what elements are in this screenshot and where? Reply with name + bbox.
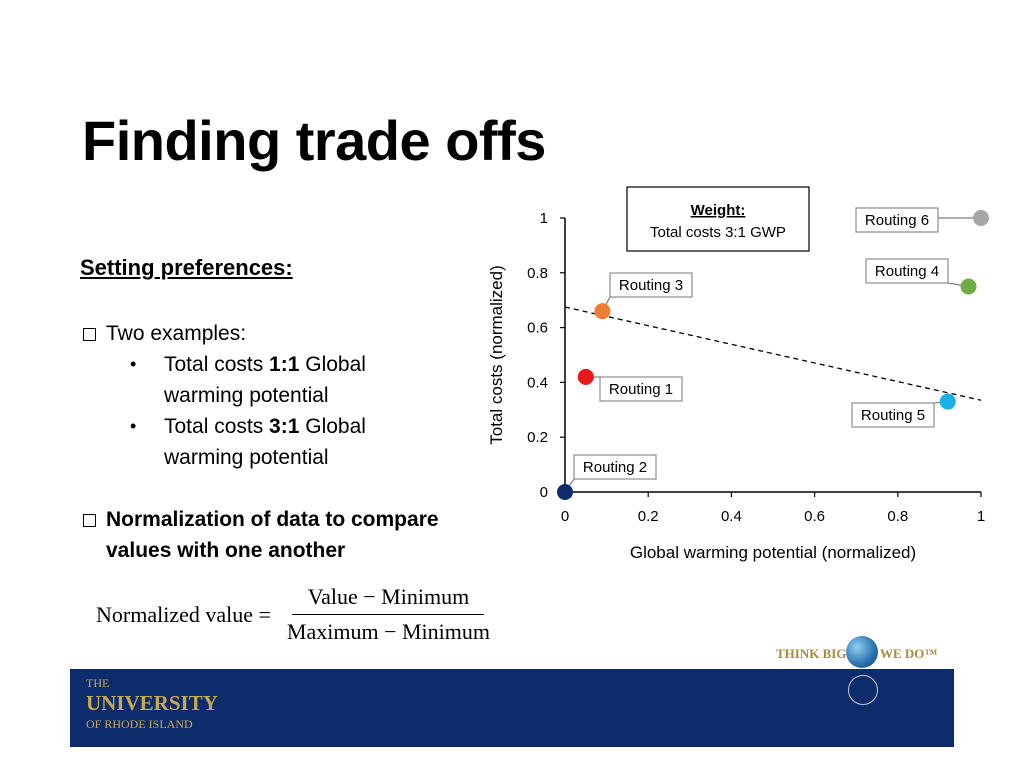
normalization-text: values with one another [106, 539, 346, 562]
bullet-dot-icon: • [130, 354, 137, 374]
point-label: Routing 3 [619, 277, 683, 294]
example-text: Total costs [164, 415, 270, 438]
formula-numerator: Value − Minimum [307, 584, 470, 609]
examples-heading: Two examples: [106, 322, 247, 345]
x-tick-label: 0.4 [721, 508, 742, 525]
y-tick-label: 0 [540, 484, 548, 501]
callout-box [573, 454, 657, 480]
point-label: Routing 2 [583, 459, 647, 476]
bullet-list: Two examples: • Total costs 1:1 Global w… [80, 318, 500, 566]
example-text: Global [299, 415, 366, 438]
x-tick-label: 0 [561, 508, 569, 525]
data-point [973, 210, 989, 226]
example-text: Global [299, 353, 366, 376]
bullet-examples: Two examples: [80, 318, 500, 349]
bullet-dot-icon: • [130, 416, 137, 436]
example-text: warming potential [164, 446, 329, 469]
y-tick-label: 0.8 [527, 265, 548, 282]
data-point [557, 484, 573, 500]
example-item: • Total costs 3:1 Global warming potenti… [130, 411, 500, 473]
point-label: Routing 5 [861, 407, 925, 424]
callout-box [865, 258, 949, 284]
example-item: • Total costs 1:1 Global warming potenti… [130, 349, 500, 411]
logo-line: THE [86, 676, 110, 690]
university-seal-icon [848, 675, 878, 705]
example-ratio: 3:1 [269, 415, 300, 438]
callout-box [851, 402, 935, 428]
data-point [577, 368, 594, 385]
logo-line: UNIVERSITY [86, 691, 218, 715]
y-tick-label: 1 [540, 210, 548, 227]
y-axis-label: Total costs (normalized) [487, 265, 506, 445]
formula-lhs: Normalized value = [96, 601, 271, 627]
data-point [939, 393, 956, 410]
x-tick-label: 1 [977, 508, 985, 525]
x-axis-label: Global warming potential (normalized) [630, 543, 916, 562]
data-point [594, 303, 611, 320]
footer-bar: THE UNIVERSITY OF RHODE ISLAND [70, 669, 954, 747]
x-tick-label: 0.2 [638, 508, 659, 525]
formula-denominator: Maximum − Minimum [286, 619, 490, 644]
checkbox-bullet-icon [83, 328, 96, 341]
logo-line: OF RHODE ISLAND [86, 717, 193, 731]
x-tick-label: 0.8 [887, 508, 908, 525]
example-text: warming potential [164, 384, 329, 407]
point-label: Routing 6 [865, 212, 929, 229]
fraction-line [292, 614, 485, 615]
tagline: THINK BIG WE DO™ [776, 646, 937, 662]
tradeoff-scatter-chart: 0 0.2 0.4 0.6 0.8 1 0 0.2 0.4 0.6 0.8 1 Global warmi… [487, 186, 989, 562]
tagline-left: THINK BIG [776, 646, 847, 661]
x-tick-label: 0.6 [804, 508, 825, 525]
university-logo: THE UNIVERSITY OF RHODE ISLAND [86, 677, 218, 730]
bullet-normalization: Normalization of data to compare values … [80, 504, 500, 566]
example-ratio: 1:1 [269, 353, 300, 376]
tagline-right: WE DO™ [880, 646, 938, 661]
trend-line [564, 306, 982, 401]
point-label: Routing 4 [875, 263, 939, 280]
globe-icon [846, 636, 878, 668]
callout-box [855, 207, 939, 233]
weight-box-title: Weight: [691, 202, 746, 219]
normalization-text: Normalization of data to compare [106, 508, 439, 531]
formula-fraction: Value − Minimum Maximum − Minimum [281, 584, 496, 645]
y-tick-label: 0.2 [527, 429, 548, 446]
y-tick-label: 0.4 [527, 374, 548, 391]
callout-box [609, 272, 693, 298]
weight-box [626, 186, 810, 252]
example-text: Total costs [164, 353, 270, 376]
normalization-formula: Normalized value = Value − Minimum Maxim… [96, 584, 496, 645]
y-tick-label: 0.6 [527, 320, 548, 337]
data-point [960, 278, 977, 295]
weight-box-text: Total costs 3:1 GWP [650, 224, 786, 241]
point-label: Routing 1 [609, 381, 673, 398]
subheading: Setting preferences: [80, 255, 293, 280]
checkbox-bullet-icon [83, 514, 96, 527]
slide-title: Finding trade offs [82, 109, 546, 172]
callout-box [599, 376, 683, 402]
